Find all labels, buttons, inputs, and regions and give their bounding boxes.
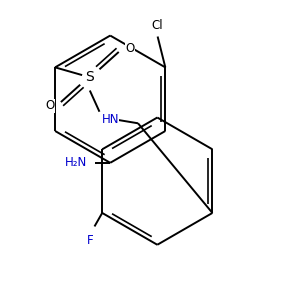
Text: HN: HN (102, 113, 119, 126)
Text: S: S (86, 70, 94, 84)
Text: H₂N: H₂N (65, 156, 87, 169)
Text: F: F (87, 234, 94, 247)
Text: O: O (126, 42, 135, 55)
Text: O: O (45, 99, 54, 112)
Text: Cl: Cl (152, 19, 163, 32)
